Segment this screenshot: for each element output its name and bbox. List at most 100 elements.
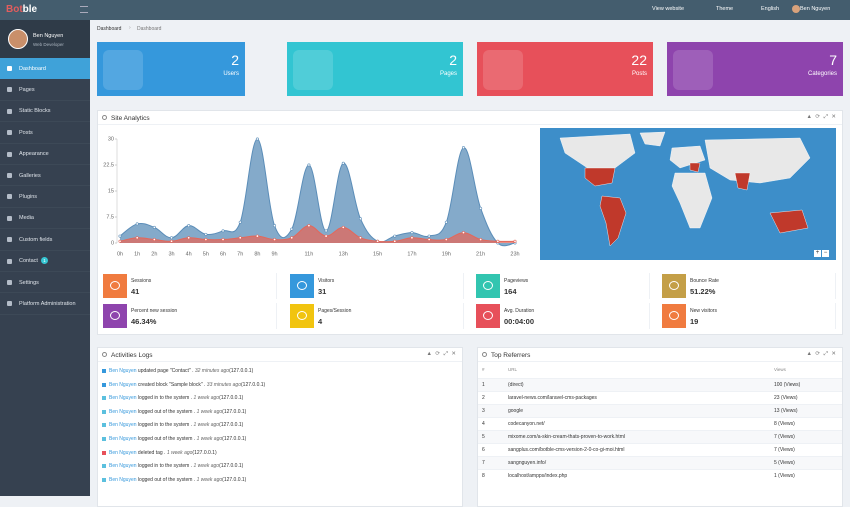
table-cell: 7 — [482, 459, 485, 466]
menu-item[interactable]: Plugins — [0, 186, 90, 208]
y-tick-label: 0 — [111, 240, 114, 246]
panel-tool[interactable]: ⤢ — [823, 351, 828, 357]
point — [358, 236, 362, 240]
panel-tool[interactable]: ▲ — [426, 351, 432, 357]
metric-label: Percent new session — [131, 308, 178, 314]
panel-tool[interactable]: ⟳ — [815, 114, 820, 120]
point — [238, 236, 242, 240]
table-header: # — [482, 367, 485, 372]
metric-label: New visitors — [690, 308, 717, 314]
log-time: 1 week ago — [196, 436, 223, 442]
menu-item[interactable]: Platform Administration — [0, 293, 90, 315]
panel: Top Referrers ▲ ⟳ ⤢ ✕ # URL Views 1 (direct) 100 (… — [477, 347, 843, 507]
menu-badge: 1 — [41, 257, 48, 265]
map-zoom[interactable]: − — [822, 250, 829, 257]
log-time: 1 week ago — [196, 476, 223, 483]
metric: Pages/Session 4 — [290, 303, 464, 329]
menu-toggle[interactable] — [80, 6, 88, 13]
stat-bg-icon — [293, 50, 333, 90]
stat-card[interactable]: 7 Categories — [667, 42, 843, 96]
panel-tool[interactable]: ✕ — [831, 351, 836, 357]
log-time: 1 week ago — [193, 395, 220, 402]
log-action: logged out of the system . — [137, 408, 196, 415]
stat-card[interactable]: 2 Users — [97, 42, 245, 96]
log-user[interactable]: Ben Nguyen — [109, 395, 137, 402]
panel-tool[interactable]: ⟳ — [435, 351, 440, 357]
log-ip: (127.0.0.1) — [241, 381, 266, 388]
menu-item[interactable]: Settings — [0, 272, 90, 294]
log-time: 32 minutes ago — [194, 368, 230, 374]
table-cell: 4 — [482, 420, 485, 427]
menu-item[interactable]: Galleries — [0, 165, 90, 187]
point — [204, 232, 208, 236]
panel-tool[interactable]: ⤢ — [823, 114, 828, 120]
log-time: 1 week ago — [196, 408, 223, 415]
nav-link[interactable]: English — [761, 6, 780, 12]
avatar — [792, 5, 800, 13]
point — [479, 238, 483, 242]
panel-tool[interactable]: ▲ — [806, 114, 812, 120]
menu-icon — [7, 130, 12, 136]
table-row — [478, 404, 842, 417]
log-user[interactable]: Ben Nguyen — [109, 422, 137, 429]
x-tick-label: 11h — [305, 251, 314, 257]
log-user[interactable]: Ben Nguyen — [109, 408, 137, 415]
nav-link[interactable]: View website — [652, 6, 684, 12]
panel-tool[interactable]: ⟳ — [815, 351, 820, 357]
panel-tool[interactable]: ▲ — [806, 351, 812, 357]
panel-tool[interactable]: ⤢ — [443, 351, 448, 357]
menu-item[interactable]: Static Blocks — [0, 101, 90, 123]
map-zoom[interactable]: + — [814, 250, 821, 257]
log-user[interactable]: Ben Nguyen — [109, 381, 137, 388]
user-name: Ben Nguyen — [33, 33, 64, 39]
menu-item[interactable]: Pages — [0, 79, 90, 101]
panel-icon — [102, 352, 107, 357]
log-time: 33 minutes ago — [206, 381, 241, 388]
log-user[interactable]: Ben Nguyen — [109, 476, 137, 483]
log-text: Ben Nguyen updated page "Contact" . 32 m… — [109, 368, 253, 374]
table-cell: localhost/ampps/index.php — [508, 472, 568, 479]
menu-item[interactable]: Posts — [0, 122, 90, 144]
stat-card[interactable]: 22 Posts — [477, 42, 653, 96]
nav-link[interactable]: Ben Nguyen — [800, 6, 831, 12]
log-marker — [102, 477, 106, 482]
x-tick-label: 9h — [272, 251, 278, 257]
table-cell: (direct) — [508, 381, 524, 388]
panel-tool[interactable]: ✕ — [831, 114, 836, 120]
menu-item[interactable]: Appearance — [0, 144, 90, 165]
menu-icon — [7, 258, 12, 264]
panel-divider — [98, 124, 842, 125]
log-user[interactable]: Ben Nguyen — [109, 449, 137, 456]
point — [496, 239, 500, 243]
x-tick-label: 7h — [237, 251, 243, 257]
log-user[interactable]: Ben Nguyen — [109, 368, 137, 374]
point — [255, 137, 259, 141]
menu-item[interactable]: Contact 1 — [0, 251, 90, 272]
stat-bg-icon — [483, 50, 523, 90]
log-user[interactable]: Ben Nguyen — [109, 436, 137, 442]
table-cell: 23 (Views) — [774, 394, 798, 401]
stat-card[interactable]: 2 Pages — [287, 42, 463, 96]
table-cell: 13 (Views) — [774, 407, 798, 414]
breadcrumb-home[interactable]: Dashboard — [97, 26, 122, 32]
log-text: Ben Nguyen logged out of the system . 1 … — [109, 477, 246, 483]
log-ip: (127.0.0.1) — [219, 463, 244, 470]
menu-item[interactable]: Media — [0, 208, 90, 230]
metric-value: 00:04:00 — [504, 317, 535, 326]
menu-label: Pages — [19, 86, 35, 93]
area — [120, 138, 515, 246]
area — [120, 225, 515, 243]
metric-icon-glyph — [483, 281, 493, 290]
log-user[interactable]: Ben Nguyen — [109, 463, 137, 470]
log-action: updated page "Contact" . — [137, 368, 194, 374]
point — [170, 236, 174, 240]
panel-tool[interactable]: ✕ — [451, 351, 456, 357]
stat-label: Pages — [439, 71, 457, 77]
log-text: Ben Nguyen logged in to the system . 1 w… — [109, 395, 243, 401]
menu-icon — [7, 173, 12, 178]
log-time: 1 week ago — [166, 449, 193, 456]
menu-item[interactable]: Custom fields — [0, 229, 90, 251]
menu-icon — [7, 301, 12, 307]
menu-item[interactable]: Dashboard — [0, 58, 90, 80]
nav-link[interactable]: Theme — [716, 6, 734, 12]
